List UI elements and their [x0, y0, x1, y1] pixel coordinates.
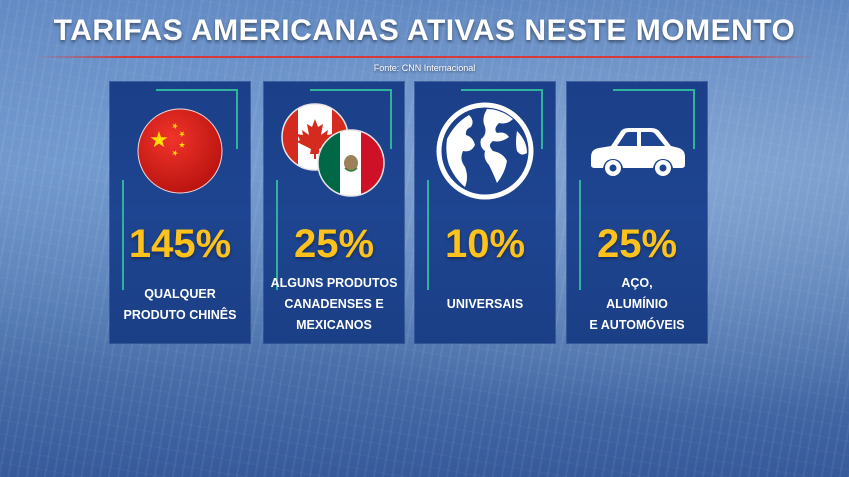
card-accent-line [276, 180, 278, 290]
china-flag-icon [137, 108, 223, 194]
tariff-percent: 25% [596, 222, 678, 266]
tariff-description: ALGUNS PRODUTOS CANADENSES E MEXICANOS [270, 276, 398, 332]
tariff-description: UNIVERSAIS [446, 297, 524, 311]
card-accent-line [693, 89, 695, 149]
tariff-description: QUALQUER PRODUTO CHINÊS [123, 286, 237, 322]
tariff-percent: 10% [444, 222, 526, 266]
canada-mexico-flags-icon [281, 103, 385, 197]
card-accent-line [156, 89, 238, 91]
tariff-percent: 145% [128, 222, 232, 266]
source-credit: Fonte: CNN Internacional [373, 63, 476, 73]
card-accent-line [390, 89, 392, 149]
tariff-description: AÇO, ALUMÍNIO E AUTOMÓVEIS [589, 276, 685, 332]
page-title: TARIFAS AMERICANAS ATIVAS NESTE MOMENTO [53, 14, 796, 47]
tariff-card-canada-mexico: 25% ALGUNS PRODUTOS CANADENSES E MEXICAN… [264, 82, 404, 343]
tariff-card-universal: 10% UNIVERSAIS [415, 82, 555, 343]
card-accent-line [122, 180, 124, 290]
card-accent-line [310, 89, 392, 91]
card-accent-line [461, 89, 543, 91]
car-icon [591, 128, 685, 176]
tariff-card-steel-cars: 25% AÇO, ALUMÍNIO E AUTOMÓVEIS [567, 82, 707, 343]
card-accent-line [579, 180, 581, 290]
card-accent-line [236, 89, 238, 149]
tariff-percent: 25% [293, 222, 375, 266]
card-accent-line [541, 89, 543, 149]
title-divider [32, 56, 817, 58]
card-accent-line [613, 89, 695, 91]
tariff-card-china: 145% QUALQUER PRODUTO CHINÊS [110, 82, 250, 343]
card-accent-line [427, 180, 429, 290]
globe-icon [436, 102, 534, 200]
